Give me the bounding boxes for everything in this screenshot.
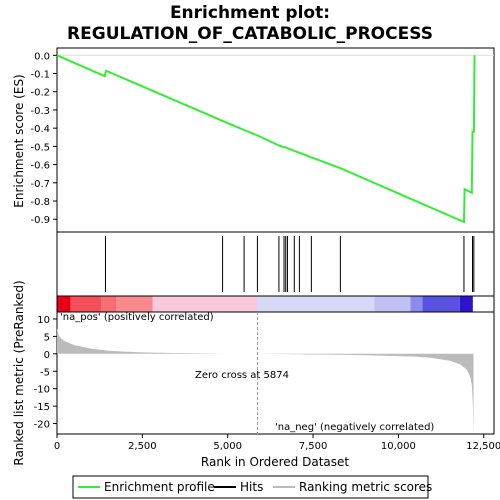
metric-y-tick-label: -15: [34, 402, 50, 413]
es-y-tick-label: -0.2: [30, 88, 50, 99]
x-axis: 0 2,500 5,000 7,500 10,000 12,500: [54, 434, 500, 452]
es-y-tick-label: -0.9: [30, 215, 50, 226]
chart-title-line-2: REGULATION_OF_CATABOLIC_PROCESS: [67, 24, 433, 44]
heat-bar-segment: [152, 296, 258, 312]
x-tick-label: 5,000: [213, 441, 242, 452]
hits-panel-frame: [56, 231, 495, 297]
es-y-tick-label: -0.8: [30, 197, 50, 208]
heat-bar-segment: [70, 296, 102, 312]
positive-correlation-label: 'na_pos' (positively correlated): [60, 312, 214, 323]
es-y-tick-label: -0.7: [30, 179, 50, 190]
hit-lines-group: [104, 236, 475, 292]
heat-bar-segment: [257, 296, 375, 312]
metric-y-tick-label: 10: [37, 315, 50, 326]
legend-hits-label: Hits: [240, 480, 263, 494]
zero-cross-label: Zero cross at 5874: [195, 370, 289, 381]
es-y-tick-label: 0.0: [34, 51, 50, 62]
metric-y-axis-label: Ranked list metric (PreRanked): [12, 280, 26, 465]
metric-y-tick-label: -10: [34, 385, 50, 396]
hits-panel: [56, 231, 495, 297]
x-axis-label: Rank in Ordered Dataset: [201, 455, 349, 469]
heat-bar-segment: [410, 296, 423, 312]
es-y-tick-label: -0.1: [30, 70, 50, 81]
legend: Enrichment profile Hits Ranking metric s…: [72, 475, 432, 499]
enrichment-profile-line: [56, 54, 476, 224]
es-y-tick-label: -0.6: [30, 161, 50, 172]
legend-frame: [72, 475, 429, 499]
metric-y-tick-label: 0: [44, 350, 50, 361]
metric-y-axis: 10 5 0 -5 -10 -15 -20: [34, 315, 57, 431]
ranking-metric-area: [57, 327, 474, 433]
metric-panel: 10 5 0 -5 -10 -15 -20 'na_pos' (positively cor…: [34, 311, 495, 435]
metric-y-tick-label: 5: [44, 332, 50, 343]
rank-heat-bar: [57, 296, 473, 312]
x-tick-label: 2,500: [128, 441, 157, 452]
x-tick-label: 0: [54, 441, 60, 452]
es-y-tick-label: -0.5: [30, 142, 50, 153]
heat-bar-segment: [422, 296, 460, 312]
negative-correlation-label: 'na_neg' (negatively correlated): [275, 422, 434, 433]
metric-y-tick-label: -20: [34, 420, 50, 431]
x-tick-label: 12,500: [466, 441, 500, 452]
heat-bar-segment: [459, 296, 473, 312]
es-y-tick-label: -0.3: [30, 106, 50, 117]
legend-profile-label: Enrichment profile: [104, 480, 215, 494]
es-panel: 0.0 -0.1 -0.2 -0.3 -0.4 -0.5 -0.6 -0.7 -0.8 -0.9: [30, 47, 495, 233]
heat-bar-segment: [101, 296, 117, 312]
heat-bar-panel: [56, 295, 495, 313]
heat-bar-segment: [57, 296, 71, 312]
metric-y-tick-label: -5: [40, 367, 50, 378]
heat-bar-segment: [116, 296, 153, 312]
x-tick-label: 7,500: [299, 441, 328, 452]
x-tick-label: 10,000: [381, 441, 416, 452]
chart-title-line-1: Enrichment plot:: [170, 3, 330, 23]
es-y-axis: 0.0 -0.1 -0.2 -0.3 -0.4 -0.5 -0.6 -0.7 -0.8 -0.9: [30, 51, 57, 226]
metric-panel-frame: [56, 311, 495, 435]
es-panel-frame: [56, 47, 495, 233]
legend-metric-label: Ranking metric scores: [299, 480, 432, 494]
heat-bar-segment: [374, 296, 411, 312]
es-y-axis-label: Enrichment score (ES): [12, 74, 26, 207]
es-y-tick-label: -0.4: [30, 124, 50, 135]
